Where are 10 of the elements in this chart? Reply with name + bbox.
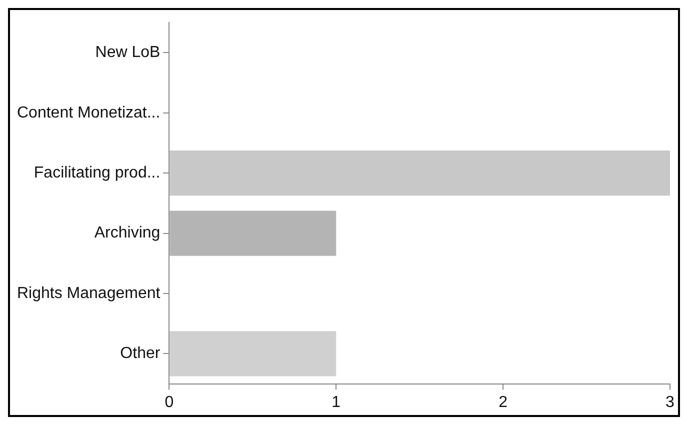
y-tick-label: New LoB — [95, 44, 160, 62]
x-tick-label: 2 — [498, 394, 508, 411]
x-tick-label: 3 — [666, 394, 675, 411]
y-tick-label: Other — [120, 345, 161, 362]
x-tick-label: 0 — [164, 394, 174, 411]
x-tick-label: 1 — [332, 394, 341, 411]
y-tick-label: Archiving — [94, 224, 160, 242]
y-tick-label: Facilitating prod... — [34, 164, 160, 182]
y-tick-label: Content Monetizat... — [17, 104, 160, 122]
y-tick-label: Rights Management — [17, 284, 161, 302]
